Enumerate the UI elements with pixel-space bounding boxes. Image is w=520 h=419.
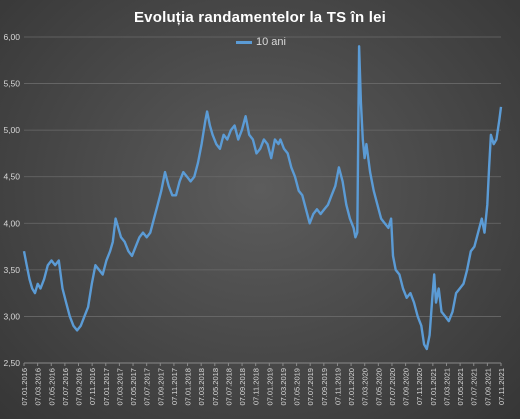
x-tick-label: 07.11.2019 [333, 368, 342, 405]
x-tick-label: 07.07.2019 [306, 368, 315, 406]
y-tick-label: 3,50 [3, 265, 20, 275]
x-tick-label: 07.05.2017 [129, 368, 138, 406]
x-tick-label: 07.01.2019 [265, 368, 274, 406]
x-tick-label: 07.11.2021 [497, 368, 506, 405]
x-tick-label: 07.11.2018 [252, 368, 261, 405]
x-tick-label: 07.09.2019 [320, 368, 329, 406]
legend-swatch [236, 40, 252, 44]
x-tick-label: 07.05.2019 [293, 368, 302, 406]
x-tick-label: 07.03.2021 [442, 368, 451, 406]
x-tick-label: 07.05.2016 [47, 368, 56, 406]
y-tick-label: 4,00 [3, 218, 20, 228]
x-tick-label: 07.05.2018 [211, 368, 220, 406]
x-tick-label: 07.09.2018 [238, 368, 247, 406]
x-tick-label: 07.07.2016 [61, 368, 70, 406]
y-tick-label: 5,00 [3, 125, 20, 135]
y-tick-label: 6,00 [3, 32, 20, 42]
x-tick-label: 07.07.2018 [224, 368, 233, 406]
x-tick-label: 07.07.2017 [143, 368, 152, 406]
x-tick-label: 07.05.2021 [456, 368, 465, 406]
x-tick-label: 07.01.2017 [102, 368, 111, 406]
chart-title: Evoluția randamentelor la TS în lei [133, 9, 387, 26]
x-tick-label: 07.09.2020 [402, 368, 411, 406]
y-tick-label: 5,50 [3, 79, 20, 89]
y-tick-label: 3,00 [3, 311, 20, 321]
x-tick-label: 07.05.2020 [374, 368, 383, 406]
x-tick-label: 07.11.2017 [170, 368, 179, 405]
x-tick-label: 07.03.2019 [279, 368, 288, 406]
y-tick-label: 2,50 [3, 358, 20, 368]
x-tick-label: 07.01.2021 [429, 368, 438, 406]
series-line-10-ani [22, 45, 503, 351]
x-tick-label: 07.03.2018 [197, 368, 206, 406]
x-tick-label: 07.07.2020 [388, 368, 397, 406]
x-tick-label: 07.09.2021 [483, 368, 492, 406]
y-tick-label: 4,50 [3, 172, 20, 182]
x-tick-label: 07.03.2017 [115, 368, 124, 406]
legend-label: 10 ani [256, 36, 286, 48]
x-tick-label: 07.09.2017 [156, 368, 165, 406]
x-tick-label: 07.01.2020 [347, 368, 356, 406]
legend: 10 ani [236, 35, 286, 49]
x-tick-label: 07.01.2016 [20, 368, 29, 406]
x-tick-label: 07.03.2020 [361, 368, 370, 406]
x-tick-label: 07.11.2016 [88, 368, 97, 405]
x-tick-label: 07.07.2021 [470, 368, 479, 406]
x-tick-label: 07.01.2018 [184, 368, 193, 406]
x-tick-label: 07.03.2016 [34, 368, 43, 406]
x-tick-label: 07.11.2020 [415, 368, 424, 405]
x-tick-label: 07.09.2016 [75, 368, 84, 406]
